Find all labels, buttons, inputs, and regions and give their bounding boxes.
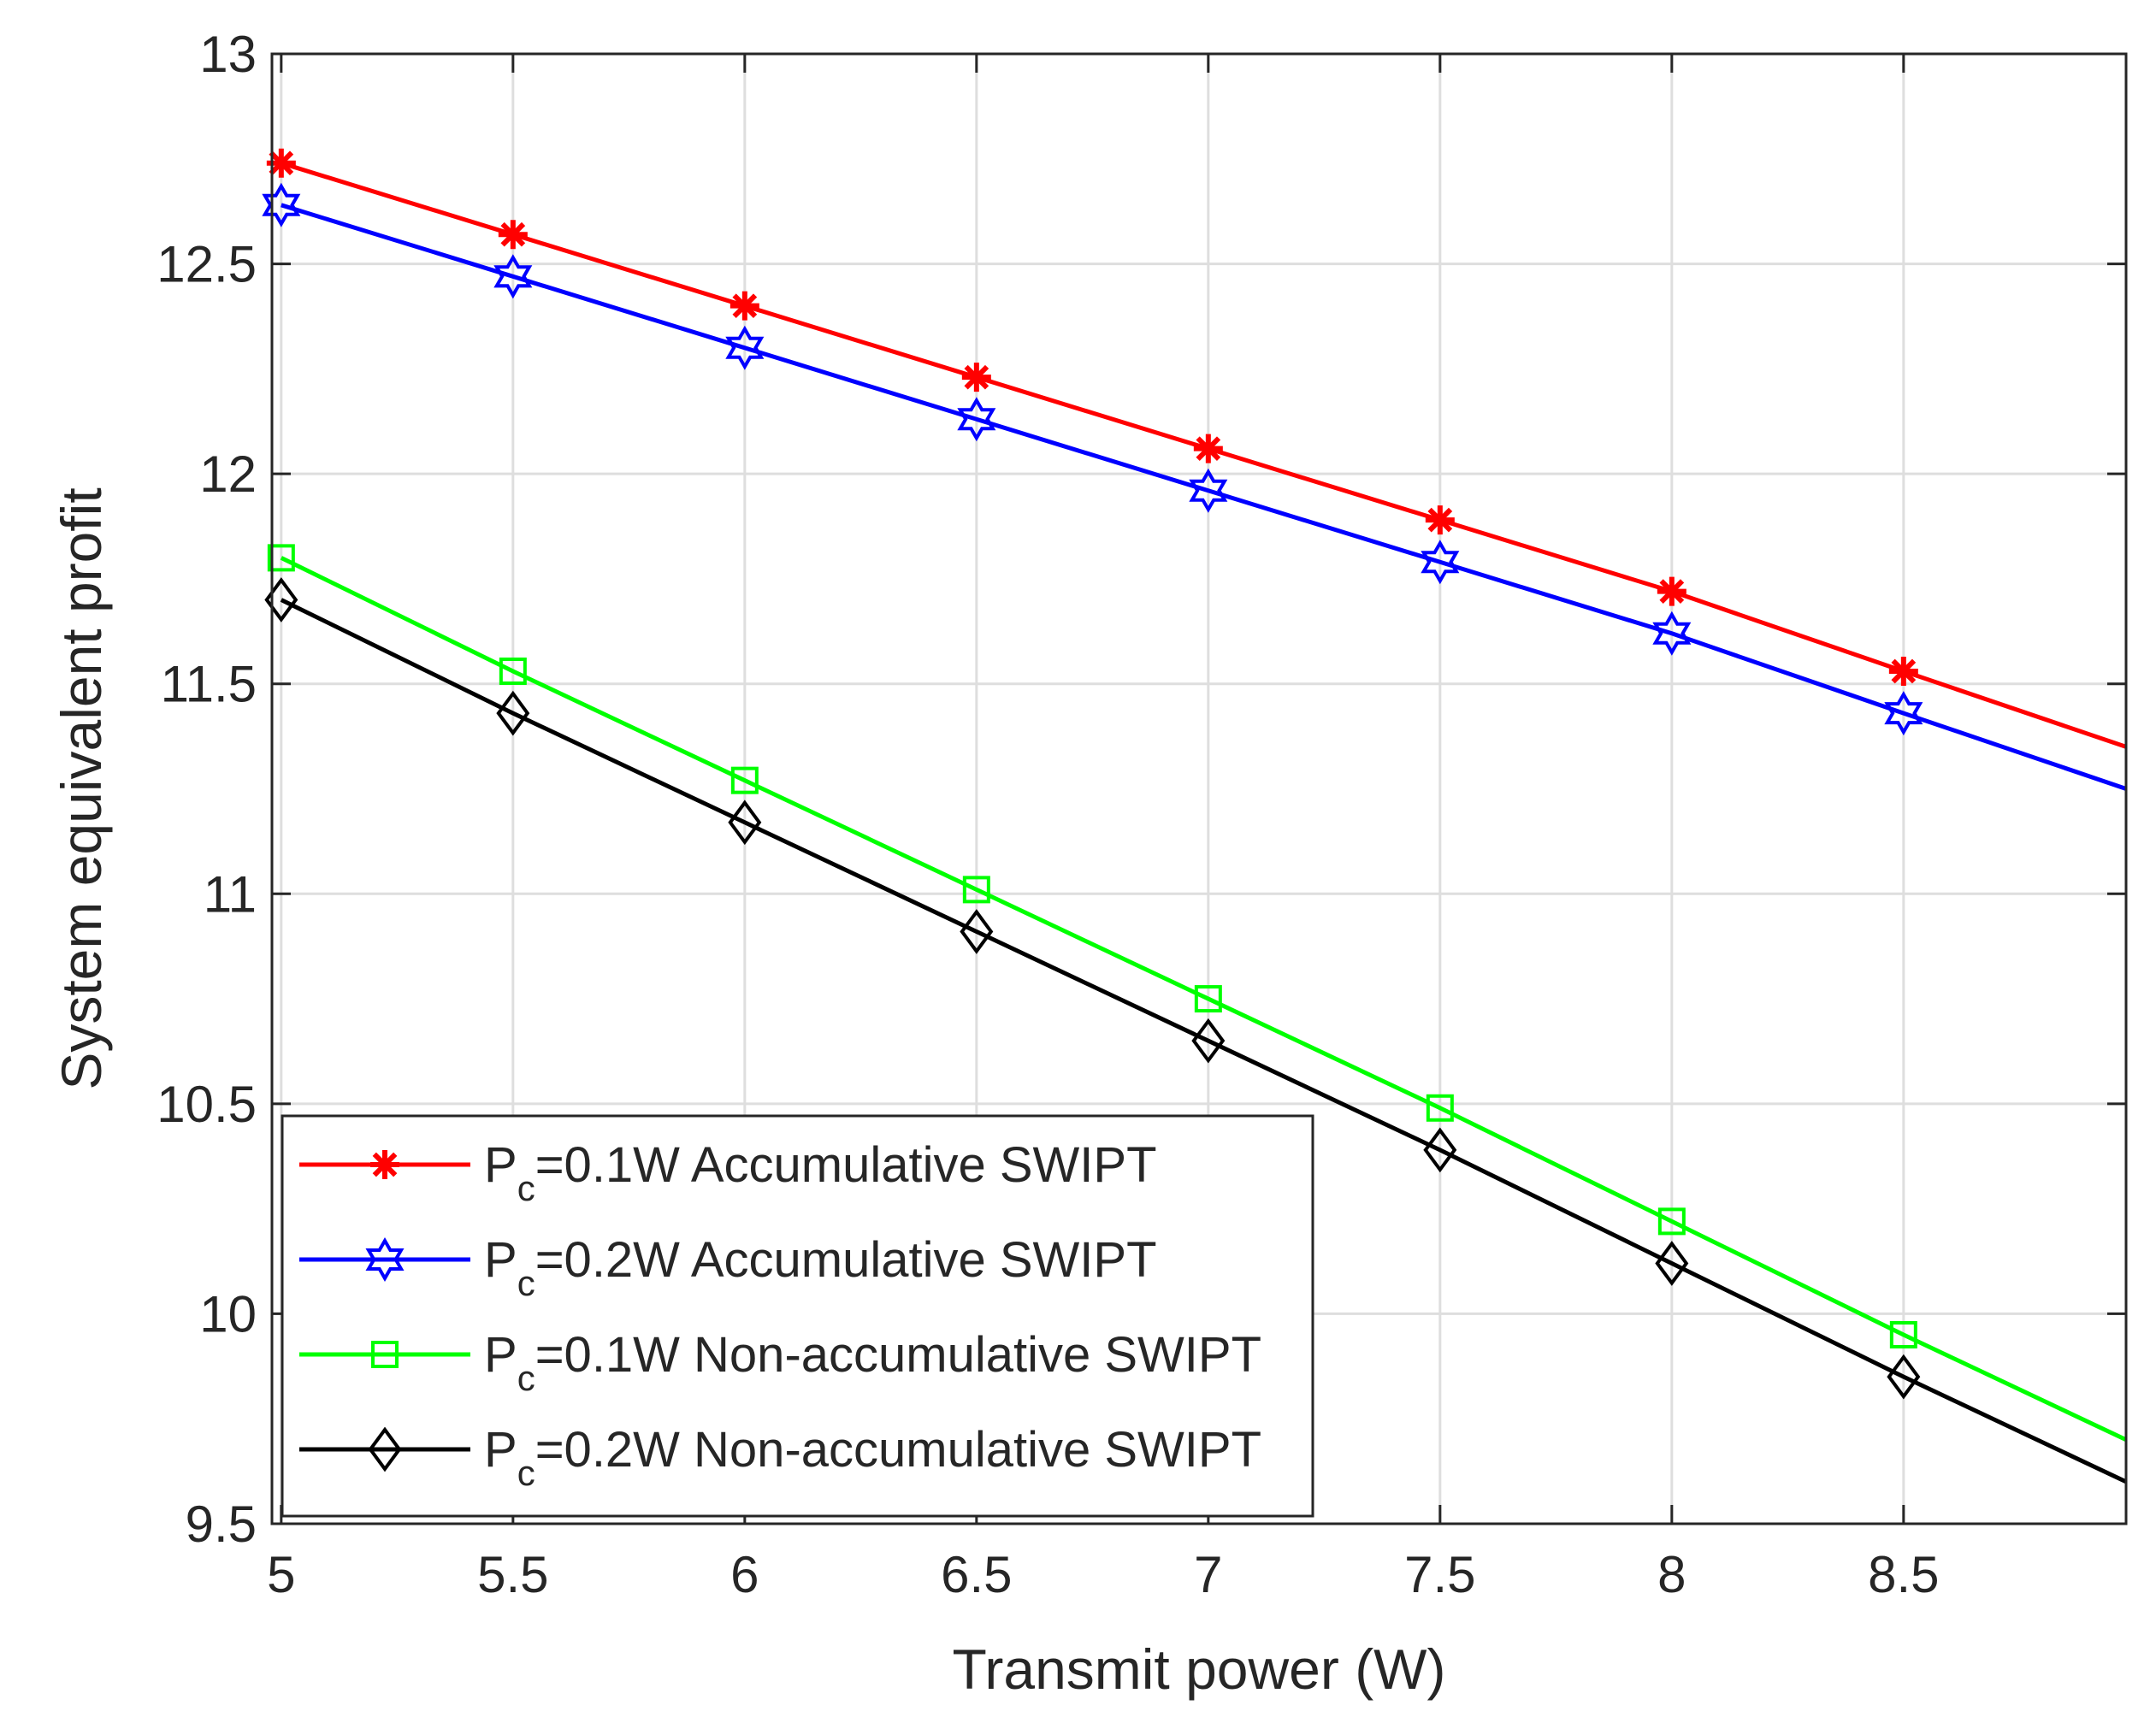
legend-entry: Pc=0.2W Non-accumulative SWIPT [299, 1422, 1261, 1493]
legend-entry: Pc=0.1W Accumulative SWIPT [299, 1137, 1157, 1208]
data-point-diamond [1887, 1354, 1921, 1400]
x-axis-label: Transmit power (W) [953, 1637, 1446, 1701]
data-point-diamond [728, 799, 762, 846]
data-point-asterisk [1888, 656, 1918, 686]
x-tick-label: 5.5 [477, 1546, 548, 1603]
y-tick-label: 10.5 [157, 1076, 257, 1133]
series-line [280, 556, 2128, 1443]
legend-marker-hexagram [365, 1236, 405, 1283]
data-point-asterisk [498, 220, 528, 250]
data-point-hexagram [1884, 691, 1923, 736]
data-point-asterisk [1657, 576, 1686, 606]
series-layer [262, 148, 2128, 1484]
y-tick-label: 12 [199, 445, 257, 503]
series-group [264, 577, 2128, 1484]
legend-entries: Pc=0.1W Accumulative SWIPT Pc=0.2W Accumu… [299, 1137, 1261, 1493]
data-point-hexagram [1421, 540, 1460, 585]
data-point-square [1426, 1094, 1454, 1122]
y-tick-label: 13 [199, 26, 257, 83]
x-tick-labels: 5 5.5 6 6.5 7 7.5 8 8.5 [267, 1546, 1939, 1603]
y-axis-label: System equivalent profit [50, 487, 113, 1089]
x-tick-label: 7.5 [1404, 1546, 1475, 1603]
legend-marker-asterisk [370, 1150, 399, 1179]
data-point-hexagram [1189, 468, 1228, 513]
legend-label: Pc=0.1W Non-accumulative SWIPT [484, 1327, 1261, 1398]
axes-frame [270, 52, 2128, 1525]
y-tick-label: 11 [204, 865, 257, 923]
y-tick-label: 12.5 [157, 236, 257, 293]
data-point-hexagram [262, 182, 301, 227]
data-point-diamond [496, 690, 530, 736]
y-tick-labels: 9.5 10 10.5 11 11.5 12 12.5 13 [157, 26, 257, 1553]
legend-marker-diamond [368, 1426, 402, 1472]
data-point-square [1889, 1320, 1917, 1348]
x-tick-label: 7 [1194, 1546, 1222, 1603]
data-point-diamond [960, 909, 994, 954]
x-tick-label: 6.5 [941, 1546, 1012, 1603]
x-tick-label: 8.5 [1868, 1546, 1939, 1603]
y-tick-label: 9.5 [186, 1496, 257, 1553]
data-point-asterisk [961, 363, 991, 392]
data-point-hexagram [957, 397, 996, 442]
data-point-square [730, 766, 759, 794]
x-tick-label: 8 [1657, 1546, 1686, 1603]
x-tick-label: 5 [267, 1546, 295, 1603]
series-line [280, 598, 2128, 1484]
data-point-hexagram [1652, 611, 1692, 656]
data-point-diamond [1191, 1018, 1226, 1064]
data-point-asterisk [1193, 434, 1223, 463]
series-line [281, 203, 2127, 791]
data-point-hexagram [493, 254, 533, 299]
data-point-diamond [1423, 1127, 1457, 1173]
data-point-square [267, 544, 295, 572]
data-point-square [499, 657, 527, 685]
data-point-square [1657, 1207, 1686, 1236]
data-point-square [1194, 985, 1222, 1013]
legend-entry: Pc=0.2W Accumulative SWIPT [299, 1232, 1157, 1303]
y-tick-label: 11.5 [161, 656, 257, 713]
data-point-hexagram [725, 325, 765, 370]
legend: Pc=0.1W Accumulative SWIPT Pc=0.2W Accumu… [281, 1114, 1314, 1518]
legend-label: Pc=0.1W Accumulative SWIPT [484, 1137, 1157, 1208]
series-group [266, 148, 2127, 749]
legend-label: Pc=0.2W Accumulative SWIPT [484, 1232, 1157, 1303]
series-group [267, 544, 2128, 1443]
data-point-asterisk [729, 291, 759, 321]
legend-entry: Pc=0.1W Non-accumulative SWIPT [299, 1327, 1261, 1398]
data-point-square [962, 876, 990, 904]
series-group [262, 182, 2127, 791]
legend-label: Pc=0.2W Non-accumulative SWIPT [484, 1422, 1261, 1493]
x-tick-label: 6 [730, 1546, 759, 1603]
data-point-diamond [1655, 1241, 1689, 1286]
y-tick-label: 10 [199, 1285, 257, 1342]
data-point-asterisk [1425, 505, 1455, 535]
legend-marker-square [371, 1341, 399, 1368]
